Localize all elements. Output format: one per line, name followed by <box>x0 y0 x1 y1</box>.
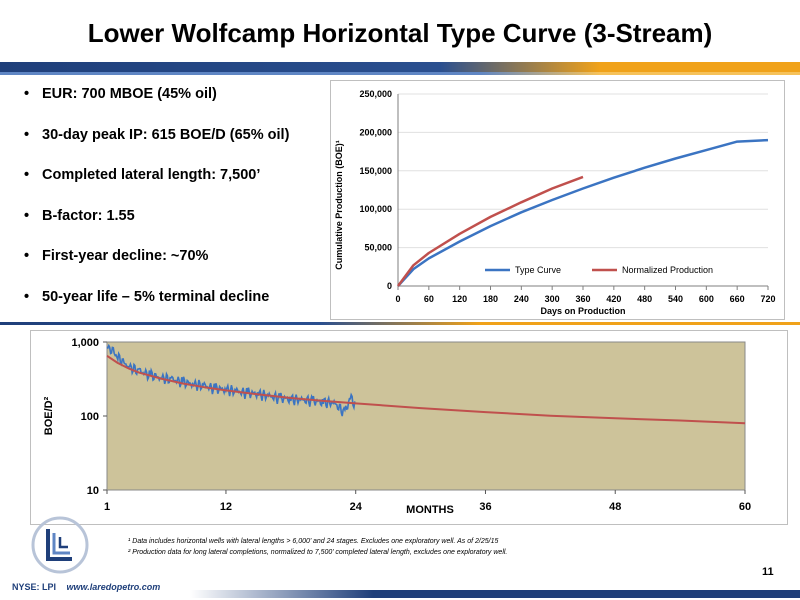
cum-y-tick-label: 50,000 <box>364 243 392 253</box>
bullet-eur: EUR: 700 MBOE (45% oil) <box>22 84 322 125</box>
cumulative-production-chart: 0 50,000 100,000 150,000 200,000 250,000 0 60 12… <box>330 80 785 320</box>
footer-website-link[interactable]: www.laredopetro.com <box>66 582 161 592</box>
cum-x-tick-label: 0 <box>395 294 400 304</box>
chart-frame <box>330 80 785 320</box>
rate-x-tick-label: 36 <box>479 501 491 513</box>
footer-band <box>190 590 800 598</box>
footer-ticker: NYSE: LPI <box>12 582 57 592</box>
cum-x-tick-label: 720 <box>760 294 775 304</box>
cum-x-tick-label: 360 <box>575 294 590 304</box>
header-rule-accent <box>0 72 800 75</box>
cum-x-tick-label: 60 <box>424 294 434 304</box>
cum-x-tick-label: 600 <box>699 294 714 304</box>
page-title: Lower Wolfcamp Horizontal Type Curve (3-… <box>87 18 713 48</box>
rate-x-tick-label: 1 <box>104 501 110 513</box>
cum-y-tick-label: 250,000 <box>359 89 392 99</box>
legend-normalized-production: Normalized Production <box>622 265 713 275</box>
bullet-b-factor: B-factor: 1.55 <box>22 206 322 247</box>
cum-x-axis-label: Days on Production <box>540 306 625 316</box>
company-logo <box>31 516 89 574</box>
cum-x-tick-label: 240 <box>514 294 529 304</box>
cum-x-tick-label: 660 <box>730 294 745 304</box>
rate-x-tick-label: 48 <box>609 501 621 513</box>
normalized-production-line <box>396 175 584 287</box>
bullet-list: EUR: 700 MBOE (45% oil) 30-day peak IP: … <box>22 84 322 327</box>
cum-legend: Type Curve Normalized Production <box>485 265 713 275</box>
rate-plot-area <box>106 341 746 491</box>
cum-y-tick-label: 0 <box>387 281 392 291</box>
rate-x-tick-label: 60 <box>739 501 751 513</box>
bullet-life: 50-year life – 5% terminal decline <box>22 287 322 328</box>
cum-x-tick-label: 480 <box>637 294 652 304</box>
cum-x-tick-label: 420 <box>606 294 621 304</box>
header-rule <box>0 62 800 72</box>
cum-x-tick-label: 300 <box>545 294 560 304</box>
footer-info: NYSE: LPI www.laredopetro.com <box>12 582 160 592</box>
type-curve-rate-line <box>106 354 746 425</box>
rate-x-axis-label: MONTHS <box>406 504 454 516</box>
cum-y-tick-label: 100,000 <box>359 204 392 214</box>
bullet-lateral-length: Completed lateral length: 7,500’ <box>22 165 322 206</box>
cum-x-tick-label: 540 <box>668 294 683 304</box>
daily-rate-chart: 10 100 1,000 1 12 24 36 48 60 BOE/D² MONTHS <box>30 330 788 525</box>
cum-x-tick-label: 180 <box>483 294 498 304</box>
bullet-first-year-decline: First-year decline: ~70% <box>22 246 322 287</box>
rate-x-tick-label: 12 <box>220 501 232 513</box>
rate-y-axis-label: BOE/D² <box>43 396 55 435</box>
type-curve-line <box>397 138 769 287</box>
rate-y-tick-label: 1,000 <box>71 337 99 349</box>
legend-type-curve: Type Curve <box>515 265 561 275</box>
cum-y-axis-label: Cumulative Production (BOE)¹ <box>334 140 344 270</box>
section-divider <box>0 322 800 325</box>
page-number: 11 <box>762 566 774 578</box>
footnote-2: ² Production data for long lateral compl… <box>128 549 508 556</box>
rate-y-tick-label: 10 <box>87 485 99 497</box>
rate-x-tick-label: 24 <box>350 501 363 513</box>
cum-x-tick-label: 120 <box>452 294 467 304</box>
rate-y-tick-label: 100 <box>81 411 99 423</box>
cum-y-tick-label: 200,000 <box>359 127 392 137</box>
cum-y-tick-label: 150,000 <box>359 166 392 176</box>
actual-production-line <box>106 343 356 417</box>
bullet-peak-ip: 30-day peak IP: 615 BOE/D (65% oil) <box>22 125 322 166</box>
footnote-1: ¹ Data includes horizontal wells with la… <box>128 538 499 545</box>
